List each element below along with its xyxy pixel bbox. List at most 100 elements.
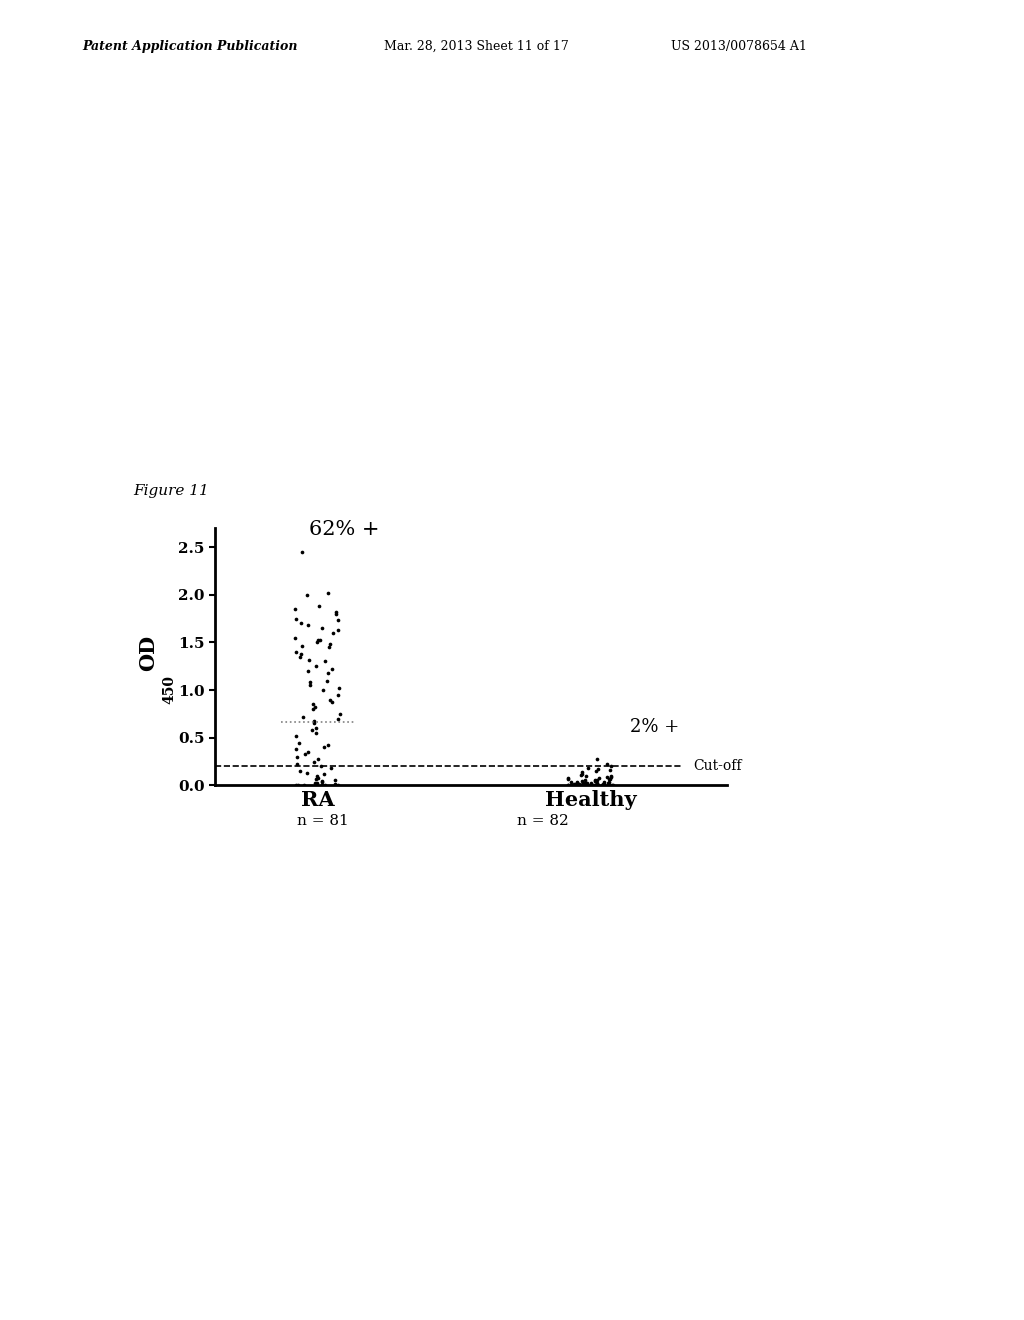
Point <box>585 775 601 796</box>
Point <box>588 775 604 796</box>
Point <box>317 651 334 672</box>
Point <box>330 775 346 796</box>
Point <box>591 767 607 788</box>
Point <box>560 767 577 788</box>
Point <box>578 775 594 796</box>
Point <box>602 775 618 796</box>
Point <box>596 771 612 792</box>
Point <box>560 775 577 796</box>
Point <box>563 771 580 792</box>
Text: 2% +: 2% + <box>630 718 679 735</box>
Point <box>291 731 307 752</box>
Point <box>305 694 322 715</box>
Point <box>328 770 344 791</box>
Point <box>288 725 304 746</box>
Point <box>289 754 305 775</box>
Point <box>575 775 592 796</box>
Point <box>319 735 336 756</box>
Point <box>570 775 587 796</box>
Point <box>324 690 340 711</box>
Point <box>589 774 605 795</box>
Point <box>328 603 344 624</box>
Point <box>599 766 615 787</box>
Point <box>287 627 303 648</box>
Point <box>587 770 603 791</box>
Point <box>288 739 304 760</box>
Point <box>568 771 585 792</box>
Point <box>600 772 616 793</box>
Point <box>314 771 331 792</box>
Text: 62% +: 62% + <box>309 520 380 540</box>
Point <box>588 770 604 791</box>
Point <box>297 743 313 764</box>
Point <box>308 632 325 653</box>
Point <box>289 746 305 767</box>
Point <box>303 719 319 741</box>
Point <box>305 698 322 719</box>
Point <box>307 722 324 743</box>
Text: Patent Application Publication: Patent Application Publication <box>82 40 297 53</box>
Point <box>288 609 304 630</box>
Point <box>590 775 606 796</box>
Point <box>300 742 316 763</box>
Point <box>575 775 592 796</box>
Point <box>573 775 590 796</box>
Text: n = 82: n = 82 <box>517 814 568 828</box>
Text: Mar. 28, 2013 Sheet 11 of 17: Mar. 28, 2013 Sheet 11 of 17 <box>384 40 568 53</box>
Point <box>319 663 336 684</box>
Point <box>602 756 618 777</box>
Point <box>601 775 617 796</box>
Point <box>331 677 347 698</box>
Point <box>589 770 605 791</box>
Point <box>587 775 603 796</box>
Point <box>292 760 308 781</box>
Point <box>587 775 603 796</box>
Point <box>306 713 323 734</box>
Point <box>567 775 584 796</box>
Point <box>299 615 315 636</box>
Point <box>301 649 317 671</box>
Point <box>601 768 617 789</box>
Point <box>563 775 580 796</box>
Point <box>311 630 328 651</box>
Point <box>574 774 591 795</box>
Point <box>595 774 611 795</box>
Point <box>298 585 314 606</box>
Point <box>315 763 332 784</box>
Point <box>569 772 586 793</box>
Point <box>599 775 615 796</box>
Point <box>308 774 325 795</box>
Point <box>564 775 581 796</box>
Point <box>309 767 326 788</box>
Point <box>310 628 327 649</box>
Point <box>571 774 588 795</box>
Point <box>566 775 583 796</box>
Point <box>588 760 604 781</box>
Point <box>314 770 331 791</box>
Text: Figure 11: Figure 11 <box>133 484 209 498</box>
Point <box>330 619 346 640</box>
Point <box>310 748 327 770</box>
Point <box>307 772 324 793</box>
Point <box>330 684 346 705</box>
Point <box>588 775 604 796</box>
Point <box>603 766 620 787</box>
Point <box>332 704 348 725</box>
Point <box>601 771 617 792</box>
Point <box>583 774 599 795</box>
Point <box>579 774 595 795</box>
Point <box>288 642 304 663</box>
Point <box>578 772 594 793</box>
Point <box>294 636 310 657</box>
Point <box>565 775 582 796</box>
Text: n = 81: n = 81 <box>297 814 348 828</box>
Point <box>589 775 605 796</box>
Point <box>309 766 326 787</box>
Point <box>312 756 329 777</box>
Point <box>305 751 322 772</box>
Point <box>595 774 611 795</box>
Point <box>603 766 620 787</box>
Point <box>318 671 335 692</box>
Point <box>316 775 333 796</box>
Point <box>560 768 577 789</box>
